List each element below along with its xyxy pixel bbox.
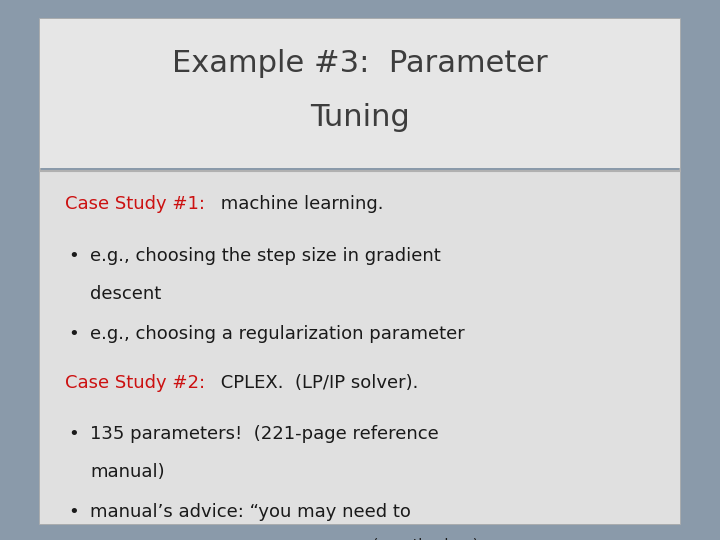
Text: Tuning: Tuning (310, 104, 410, 132)
Text: descent: descent (90, 285, 161, 302)
Text: 135 parameters!  (221-page reference: 135 parameters! (221-page reference (90, 425, 438, 443)
Text: Case Study #2:: Case Study #2: (65, 374, 205, 391)
Text: •: • (68, 247, 79, 265)
Text: machine learning.: machine learning. (215, 195, 383, 213)
Text: manual): manual) (90, 463, 165, 481)
Text: •: • (68, 425, 79, 443)
Bar (40, 19, 680, 168)
Text: •: • (68, 325, 79, 343)
Text: manual’s advice: “you may need to: manual’s advice: “you may need to (90, 503, 411, 521)
Text: CPLEX.  (LP/IP solver).: CPLEX. (LP/IP solver). (215, 374, 418, 391)
Text: (gee, thanks...): (gee, thanks...) (364, 538, 478, 540)
Text: •: • (68, 503, 79, 521)
Text: e.g., choosing the step size in gradient: e.g., choosing the step size in gradient (90, 247, 441, 265)
Text: Example #3:  Parameter: Example #3: Parameter (172, 50, 548, 78)
Text: e.g., choosing a regularization parameter: e.g., choosing a regularization paramete… (90, 325, 464, 343)
Bar (40, 171, 680, 524)
Text: Case Study #1:: Case Study #1: (65, 195, 204, 213)
Bar (40, 19, 680, 524)
